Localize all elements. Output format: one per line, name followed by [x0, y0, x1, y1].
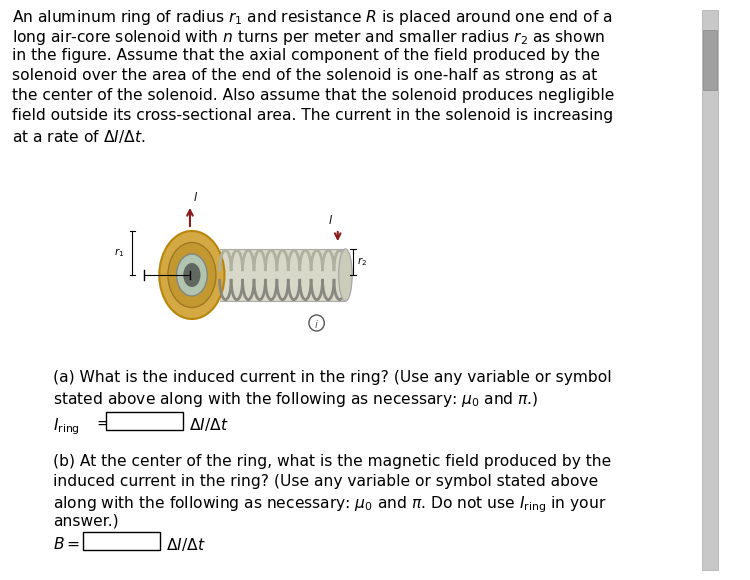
Text: (b) At the center of the ring, what is the magnetic field produced by the: (b) At the center of the ring, what is t…	[53, 454, 611, 469]
Text: answer.): answer.)	[53, 514, 118, 529]
Text: field outside its cross-sectional area. The current in the solenoid is increasin: field outside its cross-sectional area. …	[11, 108, 613, 123]
Text: $i$: $i$	[314, 317, 319, 329]
Text: $r_2$: $r_2$	[357, 256, 367, 269]
FancyBboxPatch shape	[106, 412, 183, 430]
Text: induced current in the ring? (Use any variable or symbol stated above: induced current in the ring? (Use any va…	[53, 474, 598, 489]
Text: the center of the solenoid. Also assume that the solenoid produces negligible: the center of the solenoid. Also assume …	[11, 88, 614, 103]
Text: $I$: $I$	[328, 214, 333, 227]
Ellipse shape	[339, 249, 352, 301]
Text: solenoid over the area of the end of the solenoid is one-half as strong as at: solenoid over the area of the end of the…	[11, 68, 597, 83]
Text: at a rate of $\Delta I/\Delta t$.: at a rate of $\Delta I/\Delta t$.	[11, 128, 145, 145]
Ellipse shape	[168, 242, 216, 307]
Text: (a) What is the induced current in the ring? (Use any variable or symbol: (a) What is the induced current in the r…	[53, 370, 611, 385]
Text: long air-core solenoid with $n$ turns per meter and smaller radius $r_2$ as show: long air-core solenoid with $n$ turns pe…	[11, 28, 605, 47]
Ellipse shape	[183, 263, 200, 287]
Text: in the figure. Assume that the axial component of the field produced by the: in the figure. Assume that the axial com…	[11, 48, 599, 63]
Text: $I$: $I$	[193, 191, 198, 204]
Text: $r_1$: $r_1$	[115, 246, 125, 259]
Text: $\Delta I / \Delta t$: $\Delta I / \Delta t$	[166, 536, 206, 553]
Text: $I_\mathrm{ring}$: $I_\mathrm{ring}$	[53, 416, 80, 437]
Ellipse shape	[176, 254, 207, 296]
Text: An aluminum ring of radius $r_1$ and resistance $R$ is placed around one end of : An aluminum ring of radius $r_1$ and res…	[11, 8, 612, 27]
Text: $=$: $=$	[93, 415, 110, 430]
Bar	[704, 30, 717, 90]
Text: $B =$: $B =$	[53, 536, 80, 552]
Text: $\Delta I/\Delta t$: $\Delta I/\Delta t$	[189, 416, 229, 433]
Text: stated above along with the following as necessary: $\mu_0$ and $\pi$.): stated above along with the following as…	[53, 390, 538, 409]
Text: along with the following as necessary: $\mu_0$ and $\pi$. Do not use $I_\mathrm{: along with the following as necessary: $…	[53, 494, 606, 514]
Ellipse shape	[159, 231, 224, 319]
Bar	[220, 249, 346, 301]
Bar	[702, 10, 718, 570]
FancyBboxPatch shape	[83, 532, 160, 550]
